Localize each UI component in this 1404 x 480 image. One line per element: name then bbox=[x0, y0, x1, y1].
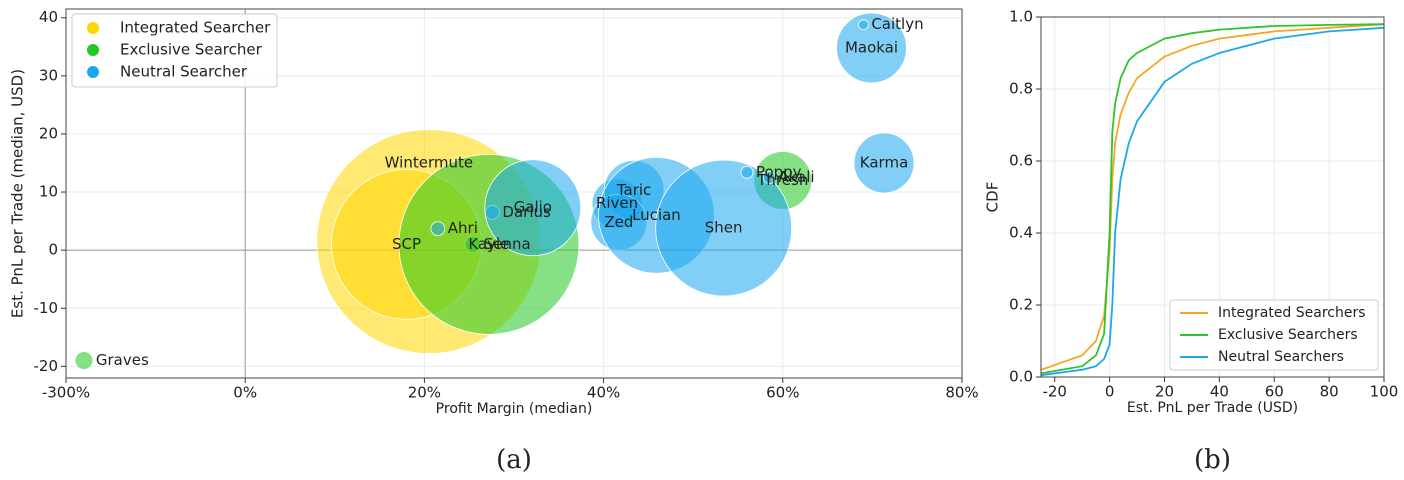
bubble-label: Darius bbox=[502, 203, 551, 221]
cdf-line bbox=[1040, 23, 1385, 371]
legend-label: Integrated Searchers bbox=[1218, 305, 1366, 321]
x-tick-label: 100 bbox=[1370, 383, 1399, 401]
bubble-label: Senna bbox=[484, 235, 531, 253]
bubble-label: Thresh bbox=[756, 171, 808, 189]
bubble bbox=[484, 159, 582, 257]
bubble bbox=[853, 132, 915, 194]
plot-frame bbox=[65, 8, 963, 379]
x-tick-label: 60 bbox=[1265, 383, 1284, 401]
bubble-label: Akali bbox=[778, 168, 814, 186]
x-tick-label: 40 bbox=[1210, 383, 1229, 401]
bubble bbox=[836, 12, 907, 84]
y-tick-label: -20 bbox=[34, 357, 59, 375]
caption: (a) bbox=[496, 445, 532, 475]
bubble-label: Ahri bbox=[448, 219, 478, 237]
bubble-label: Graves bbox=[96, 351, 149, 369]
bubble-label: Shen bbox=[705, 219, 743, 237]
legend-marker bbox=[87, 22, 99, 34]
bubble-label: Poppy bbox=[756, 163, 802, 181]
x-tick-label: 0 bbox=[1105, 383, 1115, 401]
legend-box bbox=[71, 13, 278, 88]
bubble-label: Kayle bbox=[468, 235, 509, 253]
legend: Integrated Searcher Exclusive Searcher Neu… bbox=[71, 13, 278, 88]
x-tick-label: 80% bbox=[945, 384, 978, 402]
y-tick-label: 0.8 bbox=[1009, 80, 1033, 98]
y-axis-label: CDF bbox=[984, 182, 1002, 213]
bubble bbox=[762, 171, 776, 184]
x-tick-label: 60% bbox=[766, 384, 799, 402]
x-tick-label: -20 bbox=[1042, 383, 1067, 401]
bubble-label: SCP bbox=[392, 235, 421, 253]
x-tick-label: 20 bbox=[1155, 383, 1174, 401]
bubble bbox=[430, 221, 446, 236]
caption: (b) bbox=[1194, 445, 1231, 475]
y-tick-label: 1.0 bbox=[1009, 8, 1033, 26]
legend-marker bbox=[87, 44, 99, 56]
y-tick-label: 0.6 bbox=[1009, 152, 1033, 170]
y-tick-label: 0 bbox=[48, 241, 58, 259]
bubble-label: Galio bbox=[514, 198, 552, 216]
bubble-label: Wintermute bbox=[385, 154, 473, 172]
plot-frame bbox=[1040, 16, 1385, 378]
y-tick-label: 0.0 bbox=[1009, 368, 1033, 386]
cdf-line bbox=[1040, 26, 1385, 377]
bubble-label: Lucian bbox=[632, 206, 681, 224]
legend-marker bbox=[87, 66, 99, 78]
y-tick-label: 30 bbox=[39, 66, 58, 84]
y-tick-label: 40 bbox=[39, 8, 58, 26]
y-tick-label: 0.4 bbox=[1009, 224, 1033, 242]
bubble-label: Taric bbox=[616, 181, 651, 199]
bubble bbox=[740, 165, 754, 179]
bubble-label: Karma bbox=[860, 153, 908, 171]
legend-label: Exclusive Searcher bbox=[120, 41, 263, 59]
legend-label: Exclusive Searchers bbox=[1218, 327, 1358, 343]
cdf-line bbox=[1040, 23, 1385, 375]
y-tick-label: 20 bbox=[39, 124, 58, 142]
y-axis-label: Est. PnL per Trade (median, USD) bbox=[9, 69, 27, 318]
legend-box bbox=[1169, 299, 1379, 371]
bubble-label: Caitlyn bbox=[871, 15, 923, 33]
bubble bbox=[655, 159, 793, 297]
y-tick-label: 0.2 bbox=[1009, 296, 1033, 314]
bubble-label: Riven bbox=[596, 194, 638, 212]
x-tick-label: -300% bbox=[42, 384, 90, 402]
y-tick-label: 10 bbox=[39, 183, 58, 201]
bubble bbox=[858, 19, 869, 30]
x-tick-label: 80 bbox=[1320, 383, 1339, 401]
legend-label: Integrated Searcher bbox=[120, 19, 271, 37]
legend: Integrated Searchers Exclusive Searchers N… bbox=[1169, 299, 1379, 371]
bubble bbox=[74, 351, 94, 370]
y-tick-label: -10 bbox=[34, 299, 59, 317]
x-tick-label: 40% bbox=[587, 384, 620, 402]
x-tick-label: 20% bbox=[408, 384, 441, 402]
legend-label: Neutral Searchers bbox=[1218, 349, 1344, 365]
bubble-label: Maokai bbox=[845, 38, 898, 56]
x-axis-label: Est. PnL per Trade (USD) bbox=[1127, 400, 1298, 416]
x-axis-label: Profit Margin (median) bbox=[436, 401, 593, 417]
bubble-label: Zed bbox=[604, 213, 633, 231]
x-tick-label: 0% bbox=[233, 384, 257, 402]
legend-label: Neutral Searcher bbox=[120, 63, 248, 81]
